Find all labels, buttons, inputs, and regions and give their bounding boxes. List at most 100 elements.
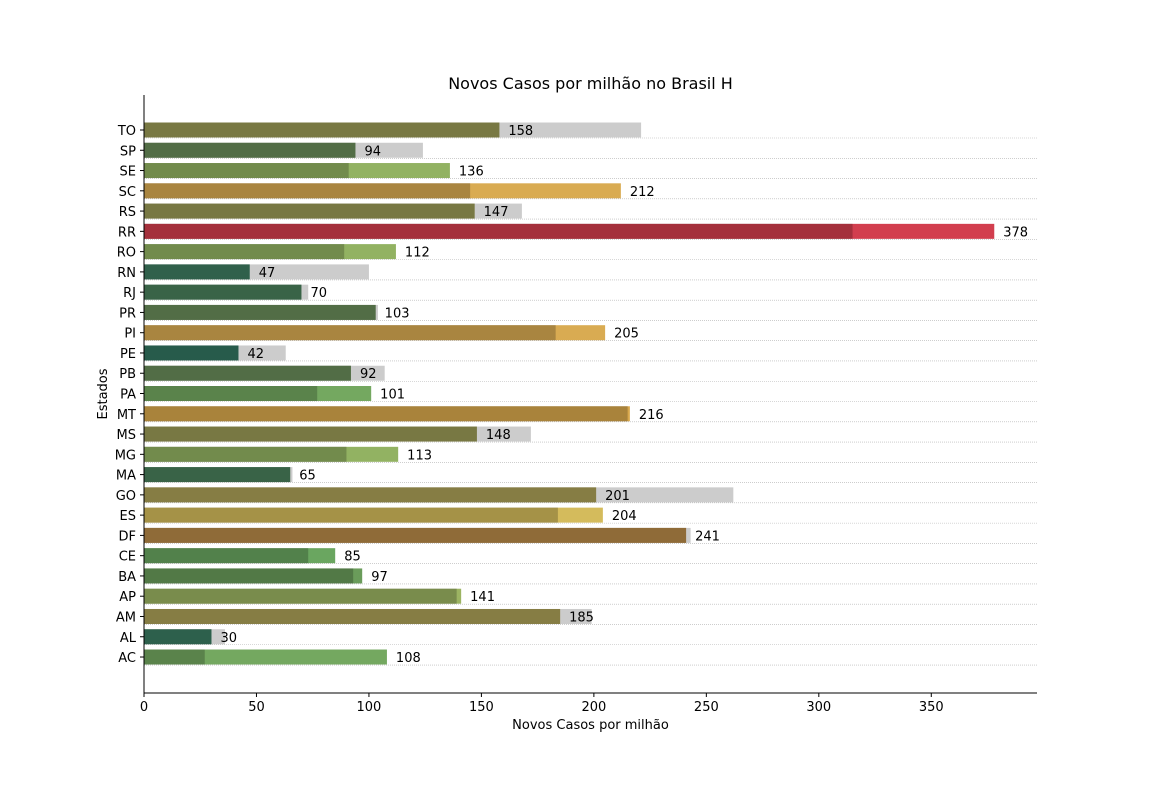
bar-go <box>144 487 597 503</box>
chart-title: Novos Casos por milhão no Brasil H <box>448 74 733 93</box>
x-tick-label: 0 <box>140 700 148 715</box>
data-label-rr: 378 <box>1003 225 1028 240</box>
bar-sp <box>144 142 356 158</box>
bar-overlap-ma <box>144 467 291 483</box>
bar-al <box>144 629 212 645</box>
bar-pi <box>144 325 606 341</box>
data-label-pr: 103 <box>385 306 410 321</box>
bar-se <box>144 163 450 179</box>
bar-overlap-pe <box>144 345 239 361</box>
bar-sc <box>144 183 621 199</box>
bar-overlap-mg <box>144 446 347 462</box>
y-tick-label: MT <box>117 408 136 423</box>
bar-overlap-se <box>144 163 349 179</box>
y-tick-label: SE <box>120 165 136 180</box>
x-tick-label: 100 <box>357 700 382 715</box>
bar-overlap-pb <box>144 365 351 381</box>
bar-ms <box>144 426 477 442</box>
bar-overlap-sp <box>144 142 356 158</box>
data-label-rs: 147 <box>484 205 509 220</box>
y-tick-label: RJ <box>123 286 136 301</box>
x-axis-ticks: 0 50 100 150 200 250 300 350 <box>140 693 944 715</box>
y-tick-label: AL <box>120 631 137 646</box>
y-tick-label: PB <box>119 367 136 382</box>
data-label-ms: 148 <box>486 428 511 443</box>
data-label-ac: 108 <box>396 651 421 666</box>
data-label-pi: 205 <box>614 327 639 342</box>
y-tick-label: PI <box>124 327 136 342</box>
data-label-ro: 112 <box>405 246 430 261</box>
data-label-ap: 141 <box>470 590 495 605</box>
bar-mg <box>144 446 399 462</box>
bar-rs <box>144 203 475 219</box>
y-tick-label: PR <box>119 306 136 321</box>
data-label-rn: 47 <box>259 266 276 281</box>
bar-ap <box>144 588 462 604</box>
y-tick-label: SC <box>119 185 136 200</box>
y-tick-label: SP <box>120 144 136 159</box>
bar-am <box>144 608 561 624</box>
bar-overlap-pr <box>144 304 376 320</box>
bar-overlap-al <box>144 629 212 645</box>
bar-overlap-df <box>144 527 687 543</box>
data-label-df: 241 <box>695 529 720 544</box>
x-tick-label: 300 <box>806 700 831 715</box>
y-tick-label: PE <box>120 347 136 362</box>
bar-overlap-to <box>144 122 500 138</box>
data-label-am: 185 <box>569 610 594 625</box>
bar-overlap-sc <box>144 183 471 199</box>
bar-overlap-ro <box>144 244 345 260</box>
bar-pb <box>144 365 351 381</box>
y-tick-label: RS <box>119 205 136 220</box>
bar-overlap-am <box>144 608 561 624</box>
y-tick-label: RR <box>118 225 136 240</box>
bar-to <box>144 122 500 138</box>
bar-overlap-pa <box>144 386 318 402</box>
data-label-pb: 92 <box>360 367 377 382</box>
data-label-pa: 101 <box>380 388 405 403</box>
bar-rr <box>144 223 995 239</box>
data-label-es: 204 <box>612 509 637 524</box>
data-label-go: 201 <box>605 489 630 504</box>
bar-overlap-rn <box>144 264 250 280</box>
value-bars <box>144 122 995 665</box>
bar-overlap-go <box>144 487 597 503</box>
data-label-ba: 97 <box>371 570 388 585</box>
bar-overlap-ce <box>144 548 309 564</box>
y-tick-label: RO <box>117 246 136 261</box>
grid-lines <box>144 137 1037 666</box>
y-axis-ticks: TO SP SE SC RS RR RO RN RJ PR PI PE PB PA MT MS MG MA GO ES… <box>115 124 144 666</box>
bar-overlap-es <box>144 507 558 523</box>
bar-ro <box>144 244 396 260</box>
bar-df <box>144 527 687 543</box>
x-tick-label: 50 <box>248 700 265 715</box>
y-tick-label: GO <box>116 489 136 504</box>
bar-rj <box>144 284 302 300</box>
bar-pe <box>144 345 239 361</box>
y-tick-label: ES <box>120 509 136 524</box>
y-tick-label: RN <box>117 266 136 281</box>
y-tick-label: AC <box>118 651 136 666</box>
bar-overlap-rr <box>144 223 853 239</box>
bar-pa <box>144 386 372 402</box>
y-tick-label: CE <box>119 550 136 565</box>
bar-ma <box>144 467 291 483</box>
y-tick-label: MS <box>117 428 136 443</box>
data-label-ma: 65 <box>299 469 316 484</box>
data-label-rj: 70 <box>310 286 327 301</box>
data-label-al: 30 <box>220 631 237 646</box>
data-label-mt: 216 <box>639 408 664 423</box>
y-tick-label: DF <box>119 529 137 544</box>
y-tick-label: BA <box>118 570 136 585</box>
x-tick-label: 200 <box>581 700 606 715</box>
x-tick-label: 150 <box>469 700 494 715</box>
y-tick-label: MA <box>116 469 136 484</box>
bar-overlap-pi <box>144 325 556 341</box>
y-tick-label: PA <box>120 388 136 403</box>
bar-overlap-ba <box>144 568 354 584</box>
y-axis-title: Estados <box>96 368 111 419</box>
bar-pr <box>144 304 376 320</box>
data-label-sp: 94 <box>364 144 381 159</box>
data-label-pe: 42 <box>247 347 264 362</box>
